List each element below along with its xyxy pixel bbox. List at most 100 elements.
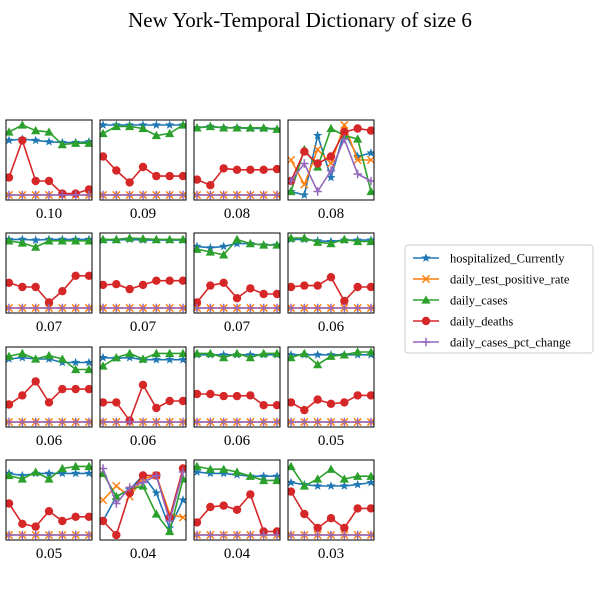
data-point [17, 238, 27, 247]
data-point [112, 303, 121, 313]
data-point [219, 468, 229, 478]
data-point [31, 467, 41, 476]
data-point [288, 155, 296, 165]
series-daily_cases_pct_change [6, 190, 92, 200]
subplot-series-group [100, 348, 186, 427]
data-point [299, 348, 309, 358]
data-point [353, 134, 363, 143]
series-daily_cases [6, 348, 92, 374]
data-point [31, 135, 41, 145]
series-daily_deaths [194, 389, 280, 410]
data-point [232, 505, 242, 514]
subplot-frame [193, 232, 281, 314]
data-point [288, 282, 296, 292]
series-daily_cases [194, 461, 280, 485]
data-point [84, 384, 92, 394]
data-point [84, 357, 92, 367]
data-point [366, 148, 374, 157]
series-daily_cases_pct_change [288, 530, 374, 540]
subplot-series-group [6, 120, 92, 200]
data-point [206, 181, 215, 190]
subplot-series-group [194, 348, 280, 427]
subplot-label: 0.10 [36, 206, 62, 222]
data-point [178, 396, 186, 406]
data-point [100, 398, 108, 407]
data-point [313, 187, 322, 196]
data-point [151, 348, 161, 358]
data-point [178, 171, 186, 181]
series-daily_test_positive_rate [288, 120, 374, 189]
data-point [125, 178, 134, 187]
data-point [246, 490, 255, 499]
legend-label: daily_cases [450, 294, 508, 308]
data-point [84, 512, 92, 521]
data-point [18, 303, 27, 313]
data-point [300, 147, 309, 156]
subplot-label: 0.03 [318, 546, 344, 562]
data-point [300, 509, 309, 519]
data-point [272, 401, 280, 410]
data-point [246, 284, 255, 293]
series-daily_cases_pct_change [288, 303, 374, 313]
legend-marker [421, 253, 431, 262]
subplot-frame [99, 232, 187, 314]
data-point [313, 350, 323, 359]
data-point [84, 468, 92, 478]
data-point [232, 234, 242, 244]
subplot-label: 0.06 [224, 433, 251, 449]
data-point [232, 303, 242, 313]
data-point [44, 236, 54, 245]
data-point [326, 166, 336, 175]
data-point [353, 236, 363, 246]
legend-entry-daily_cases: daily_cases [413, 294, 508, 308]
data-point [178, 120, 186, 129]
data-point [6, 351, 14, 360]
subplot-frame [5, 232, 93, 314]
data-point [245, 353, 255, 362]
data-point [313, 303, 322, 313]
data-point [219, 353, 229, 362]
data-point [165, 348, 175, 358]
series-daily_cases [100, 348, 186, 370]
data-point [125, 483, 134, 492]
data-point [31, 126, 41, 135]
data-point [259, 530, 268, 540]
data-point [6, 127, 14, 136]
series-daily_deaths [288, 124, 374, 186]
subplot-frame [193, 459, 281, 541]
data-point [165, 303, 174, 313]
data-point [353, 471, 363, 480]
data-point [326, 239, 336, 248]
data-point [138, 478, 148, 487]
data-point [58, 190, 67, 200]
data-point [57, 463, 67, 473]
data-point [326, 514, 336, 523]
legend-frame [404, 244, 594, 354]
data-point [152, 403, 161, 413]
data-point [84, 461, 92, 471]
data-point [165, 396, 174, 406]
data-point [31, 522, 40, 531]
subplot-series-group [288, 120, 374, 199]
series-daily_cases_pct_change [194, 303, 280, 313]
data-point [299, 233, 309, 242]
data-point [58, 384, 67, 394]
data-point [246, 303, 255, 313]
subplot-frame [287, 119, 375, 201]
data-point [100, 516, 108, 526]
data-point [259, 165, 268, 174]
data-point [313, 530, 322, 540]
subplot-frame [287, 232, 375, 314]
series-daily_deaths [6, 499, 92, 531]
series-daily_cases_pct_change [194, 417, 280, 427]
data-point [272, 348, 280, 358]
data-point [151, 354, 161, 364]
data-point [58, 417, 67, 427]
data-point [111, 121, 121, 131]
data-point [18, 530, 27, 540]
data-point [151, 509, 161, 518]
data-point [353, 417, 362, 427]
subplot-3: 0.08 [193, 119, 281, 222]
data-point [44, 137, 54, 146]
data-point [219, 241, 229, 251]
